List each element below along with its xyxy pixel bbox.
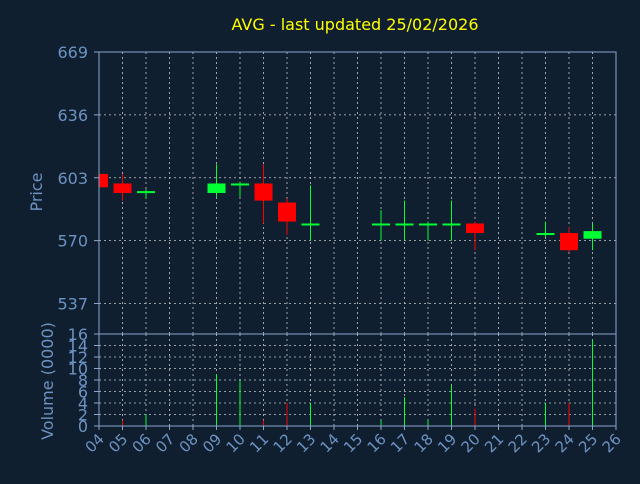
day-tick-label: 10 <box>223 430 249 456</box>
day-tick-label: 17 <box>387 430 413 456</box>
candle-body <box>207 183 226 193</box>
day-tick-label: 19 <box>434 430 460 456</box>
plot-frames <box>98 51 617 427</box>
volume-tick-label: 6 <box>78 383 88 402</box>
volume-tick-label: 8 <box>78 371 88 390</box>
candle-body <box>278 202 296 222</box>
candle-body <box>536 233 555 236</box>
candle-body <box>466 223 484 234</box>
candle-body <box>560 233 578 251</box>
volume-tick-label: 10 <box>68 360 88 379</box>
volume-tick-label: 16 <box>68 325 88 344</box>
volume-tick-label: 2 <box>78 406 88 425</box>
day-tick-label: 22 <box>505 430 531 456</box>
volume-tick-label: 4 <box>78 394 88 413</box>
day-tick-label: 05 <box>105 430 131 456</box>
day-tick-labels: 0405060708091011121314151617181920212223… <box>82 426 625 456</box>
candle-body <box>395 223 414 226</box>
candle-body <box>419 223 437 226</box>
chart-title: AVG - last updated 25/02/2026 <box>232 15 479 34</box>
day-tick-label: 26 <box>599 430 625 456</box>
price-axis-label: Price <box>27 172 46 211</box>
candle-body <box>442 223 461 226</box>
candle-body <box>254 183 273 201</box>
day-tick-label: 20 <box>458 430 484 456</box>
candle-body <box>231 183 249 186</box>
price-tick-label: 537 <box>57 295 88 314</box>
day-tick-label: 11 <box>246 430 272 456</box>
candle-body <box>301 223 320 226</box>
volume-panel-frame <box>98 333 617 427</box>
day-tick-label: 16 <box>364 430 390 456</box>
price-tick-labels: 537 570 603 636 669 <box>57 43 99 314</box>
x-axis-label: Day <box>334 460 362 476</box>
day-tick-label: 13 <box>293 430 319 456</box>
price-tick-label: 570 <box>57 232 88 251</box>
candle-body <box>113 183 132 193</box>
day-tick-label: 06 <box>129 430 155 456</box>
volume-tick-label: 12 <box>68 348 88 367</box>
day-tick-label: 07 <box>152 430 178 456</box>
candle-body <box>99 173 108 188</box>
day-tick-label: 15 <box>340 430 366 456</box>
grid <box>98 51 617 427</box>
volume-axis-label: Volume (0000) <box>38 322 57 440</box>
candles <box>98 164 602 253</box>
day-tick-label: 12 <box>270 430 296 456</box>
day-tick-label: 08 <box>176 430 202 456</box>
volume-tick-label: 14 <box>68 337 88 356</box>
price-tick-label: 603 <box>57 169 88 188</box>
day-tick-label: 23 <box>528 430 554 456</box>
volume-bars <box>122 339 593 426</box>
day-tick-label: 09 <box>199 430 225 456</box>
volume-tick-label: 0 <box>78 417 88 436</box>
day-tick-label: 18 <box>411 430 437 456</box>
price-tick-label: 636 <box>57 106 88 125</box>
day-tick-label: 24 <box>552 430 578 456</box>
day-tick-label: 25 <box>575 430 601 456</box>
candle-body <box>137 191 155 194</box>
day-tick-label: 21 <box>481 430 507 456</box>
candle-body <box>372 223 390 226</box>
price-tick-label: 669 <box>57 43 88 62</box>
day-tick-label: 14 <box>317 430 343 456</box>
candle-body <box>583 231 602 239</box>
